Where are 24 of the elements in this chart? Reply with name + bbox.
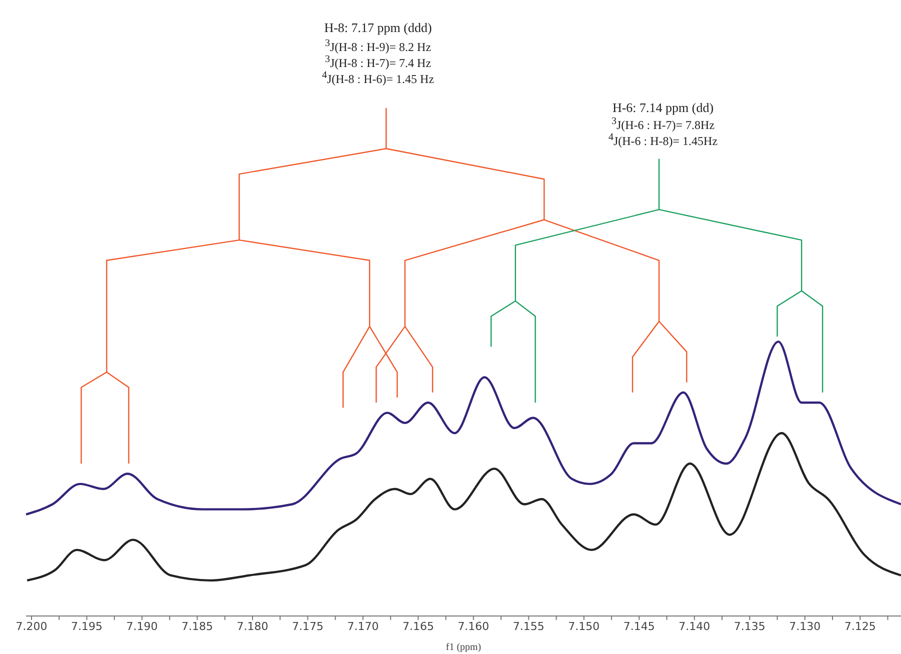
x-tick-label: 7.125 [844,620,876,633]
x-tick-label: 7.145 [623,620,655,633]
x-tick-label: 7.175 [292,620,324,633]
x-tick-label: 7.140 [678,620,710,633]
x-tick-label: 7.150 [568,620,600,633]
text: $^{3}$J(H-8 : H-9)= 8.2 Hz [324,38,432,55]
x-tick-label: 7.160 [458,620,490,633]
text: $^{3}$J(H-8 : H-7)= 7.4 Hz [324,54,432,71]
text: $^{4}$J(H-8 : H-6)= 1.45 Hz [322,70,434,87]
x-axis-title: f1 (ppm) [446,642,482,653]
x-tick-label: 7.155 [512,620,544,633]
x-tick-label: 7.185 [181,620,213,633]
x-tick-label: 7.135 [734,620,766,633]
x-tick-label: 7.200 [16,620,48,633]
x-tick-label: 7.190 [126,620,158,633]
annotation: $^{3}$J(H-6 : H-7)= 7.8Hz [611,116,715,133]
x-tick-label: 7.165 [402,620,434,633]
text: H-8: 7.17 ppm (ddd) [324,20,432,36]
x-tick-label: 7.180 [236,620,268,633]
annotation: H-6: 7.14 ppm (dd) [612,100,714,116]
x-tick-label: 7.130 [789,620,821,633]
annotation: $^{4}$J(H-6 : H-8)= 1.45Hz [608,132,718,149]
x-tick-label: 7.195 [71,620,103,633]
x-tick-label: 7.170 [347,620,379,633]
